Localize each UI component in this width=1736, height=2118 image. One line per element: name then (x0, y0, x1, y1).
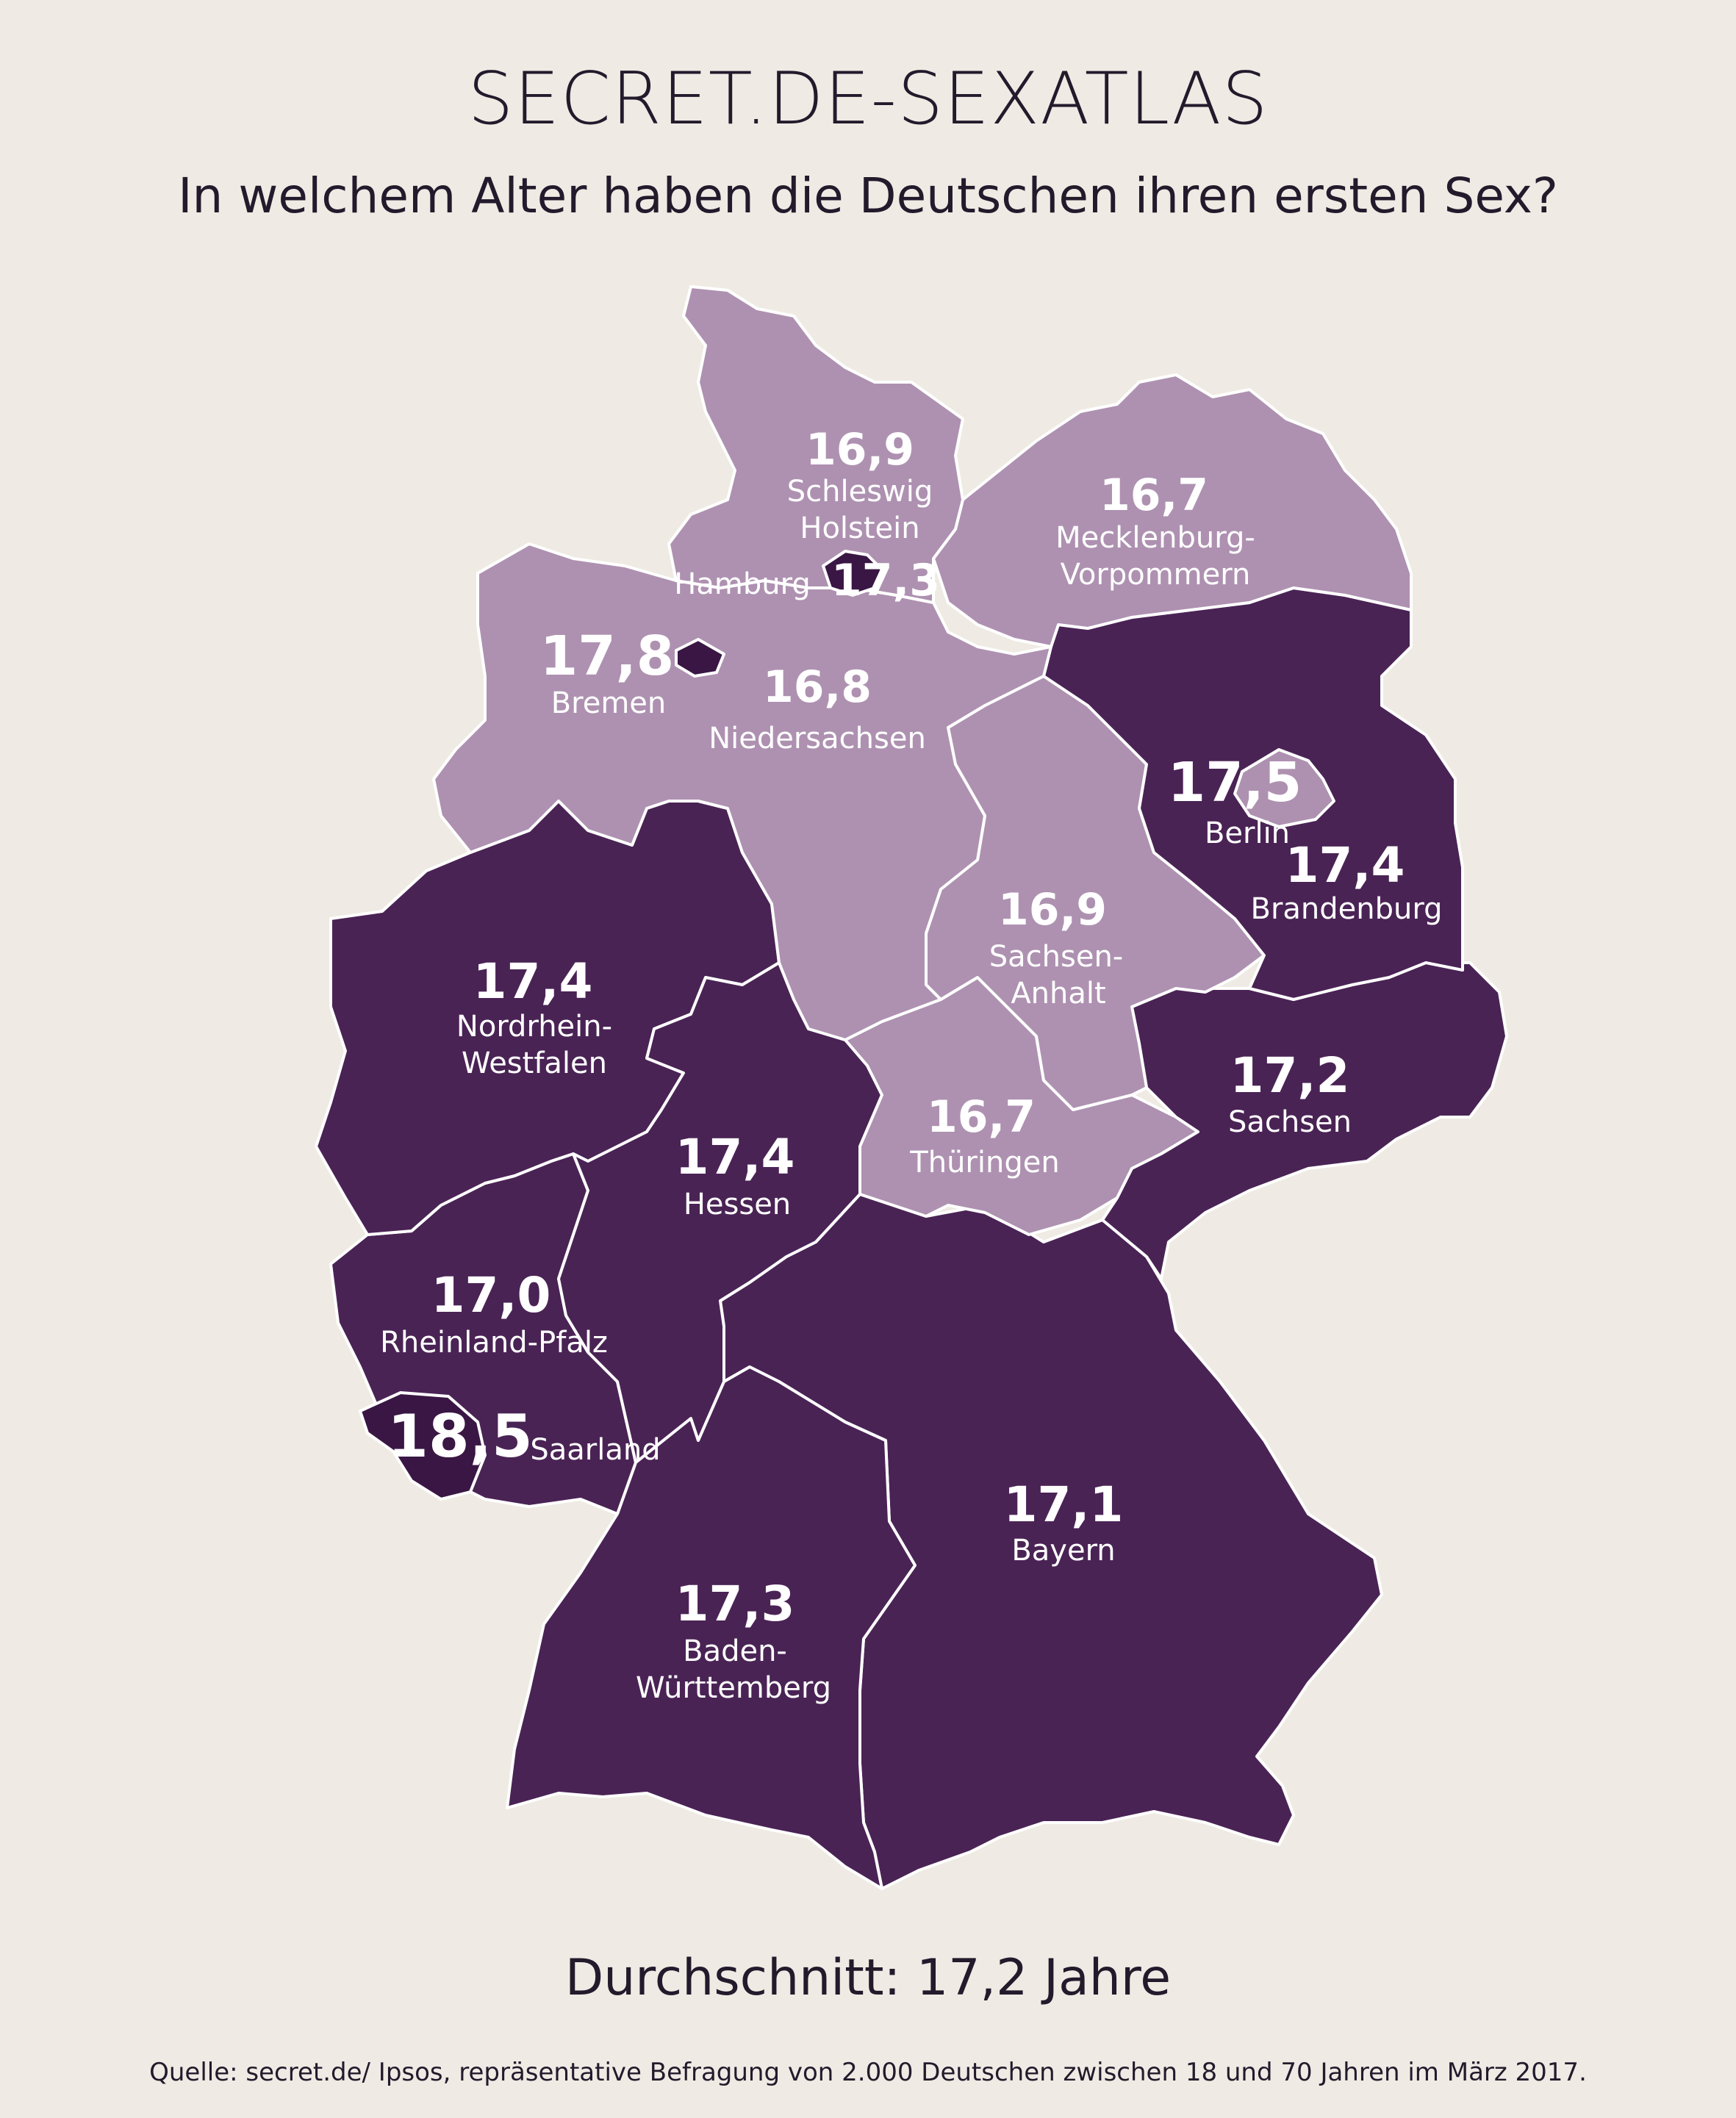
label-sachsen-anhalt-line2: Anhalt (1011, 977, 1105, 1010)
value-berlin: 17,5 (1168, 751, 1302, 814)
value-rheinland-pfalz: 17,0 (431, 1267, 551, 1324)
map-question-title: In welchem Alter haben die Deutschen ihr… (178, 168, 1558, 224)
label-schleswig-holstein-line2: Holstein (800, 511, 919, 545)
value-brandenburg: 17,4 (1285, 837, 1405, 894)
label-bayern: Bayern (1011, 1534, 1115, 1568)
label-berlin: Berlin (1205, 816, 1290, 850)
label-baden-wuerttemberg-line1: Baden- (683, 1634, 787, 1668)
label-nordrhein-westfalen-line2: Westfalen (462, 1047, 607, 1080)
label-rheinland-pfalz: Rheinland-Pfalz (380, 1326, 608, 1360)
value-schleswig-holstein: 16,9 (806, 424, 914, 475)
value-sachsen: 17,2 (1230, 1047, 1350, 1104)
value-saarland: 18,5 (387, 1402, 532, 1471)
label-niedersachsen: Niedersachsen (709, 722, 926, 755)
value-baden-wuerttemberg: 17,3 (675, 1576, 795, 1632)
label-sachsen: Sachsen (1228, 1105, 1352, 1139)
value-mecklenburg-vorpommern: 16,7 (1100, 470, 1208, 521)
state-baden-wuerttemberg[interactable] (506, 1365, 917, 1890)
value-nordrhein-westfalen: 17,4 (473, 953, 593, 1010)
value-bayern: 17,1 (1004, 1476, 1124, 1533)
label-brandenburg: Brandenburg (1251, 892, 1443, 926)
state-bremen[interactable] (675, 638, 725, 678)
label-saarland: Saarland (530, 1433, 660, 1467)
value-hamburg: 17,3 (831, 555, 940, 606)
source-note: Quelle: secret.de/ Ipsos, repräsentative… (149, 2058, 1587, 2087)
state-schleswig-holstein[interactable] (667, 285, 964, 604)
value-hessen: 17,4 (675, 1129, 795, 1185)
label-thueringen: Thüringen (909, 1146, 1059, 1180)
label-sachsen-anhalt-line1: Sachsen- (989, 940, 1123, 974)
label-mecklenburg-vorpommern-line2: Vorpommern (1061, 558, 1251, 592)
value-bremen: 17,8 (540, 625, 675, 688)
state-hamburg[interactable] (822, 550, 883, 597)
label-hessen: Hessen (684, 1188, 791, 1221)
average-age: Durchschnitt: 17,2 Jahre (564, 1949, 1172, 2007)
value-sachsen-anhalt: 16,9 (998, 884, 1107, 936)
label-mecklenburg-vorpommern-line1: Mecklenburg- (1055, 521, 1255, 555)
label-baden-wuerttemberg-line2: Württemberg (636, 1671, 831, 1705)
state-berlin[interactable] (1233, 748, 1335, 828)
value-thueringen: 16,7 (927, 1091, 1036, 1143)
label-schleswig-holstein-line1: Schleswig (787, 475, 933, 509)
state-mecklenburg-vorpommern[interactable] (932, 373, 1413, 648)
label-nordrhein-westfalen-line1: Nordrhein- (456, 1010, 612, 1044)
brand-title: SECRET.DE-SEXATLAS (467, 57, 1269, 141)
value-niedersachsen: 16,8 (763, 661, 872, 713)
label-bremen: Bremen (551, 686, 667, 720)
label-hamburg: Hamburg (674, 567, 810, 601)
state-saarland[interactable] (359, 1391, 487, 1501)
